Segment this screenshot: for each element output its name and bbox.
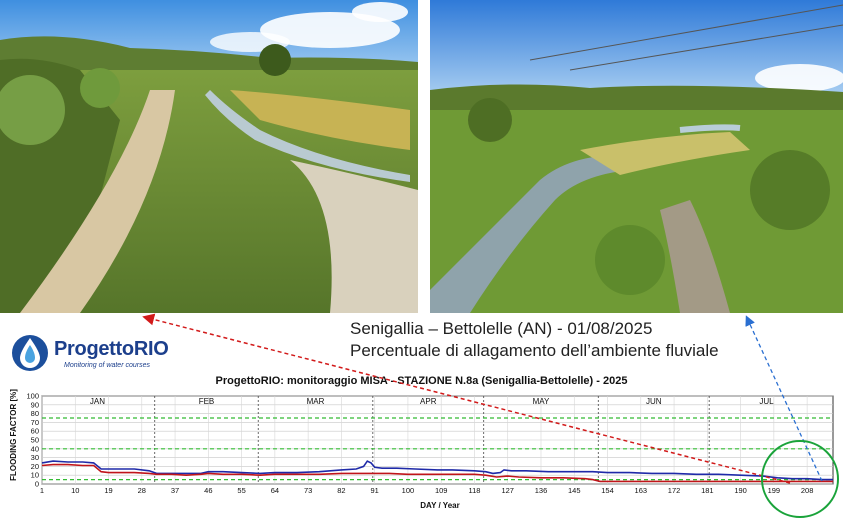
caption-description: Percentuale di allagamento dell’ambiente…: [350, 341, 719, 360]
logo-tagline: Monitoring of water courses: [64, 362, 150, 369]
y-tick-label: 40: [31, 444, 39, 453]
x-tick-label: 37: [171, 486, 179, 495]
y-tick-label: 100: [26, 392, 39, 401]
x-tick-label: 82: [337, 486, 345, 495]
y-tick-label: 70: [31, 418, 39, 427]
photo-right-flooded-riverbed: [430, 0, 843, 313]
x-tick-label: 19: [104, 486, 112, 495]
x-tick-label: 154: [601, 486, 614, 495]
x-tick-label: 190: [734, 486, 747, 495]
photo-caption: Senigallia – Bettolelle (AN) - 01/08/202…: [350, 318, 830, 362]
y-tick-label: 0: [35, 480, 39, 489]
x-tick-label: 199: [768, 486, 781, 495]
x-tick-label: 1: [40, 486, 44, 495]
x-tick-label: 163: [635, 486, 648, 495]
x-tick-label: 91: [370, 486, 378, 495]
x-tick-label: 136: [535, 486, 548, 495]
x-tick-label: 109: [435, 486, 448, 495]
logo-name: ProgettoRIO: [54, 338, 169, 360]
x-tick-label: 172: [668, 486, 681, 495]
x-tick-label: 28: [138, 486, 146, 495]
x-tick-label: 55: [237, 486, 245, 495]
x-tick-label: 208: [801, 486, 814, 495]
y-axis-label: FLOODING FACTOR [%]: [9, 389, 18, 481]
month-label: MAY: [533, 397, 550, 406]
y-tick-label: 10: [31, 471, 39, 480]
month-label: JAN: [90, 397, 105, 406]
month-label: MAR: [307, 397, 325, 406]
month-label: APR: [420, 397, 437, 406]
y-tick-label: 30: [31, 453, 39, 462]
y-tick-label: 90: [31, 400, 39, 409]
progettorio-logo: ProgettoRIO Monitoring of water courses: [10, 333, 180, 375]
y-tick-label: 80: [31, 409, 39, 418]
x-tick-label: 64: [271, 486, 279, 495]
chart-title: ProgettoRIO: monitoraggio MISA - STAZION…: [215, 375, 628, 387]
flooding-factor-chart: JAN FEB MAR APR MAY JUN JUL 010203040506070809…: [9, 389, 834, 510]
x-tick-label: 118: [468, 486, 480, 495]
x-tick-label: 145: [568, 486, 581, 495]
y-tick-label: 60: [31, 427, 39, 436]
x-tick-label: 100: [402, 486, 415, 495]
x-tick-label: 73: [304, 486, 312, 495]
photo-left-river-path: [0, 0, 418, 313]
water-drop-icon: [12, 335, 48, 371]
x-axis-label: DAY / Year: [420, 501, 459, 510]
x-tick-label: 181: [701, 486, 714, 495]
caption-location-date: Senigallia – Bettolelle (AN) - 01/08/202…: [350, 319, 653, 338]
month-label: JUL: [759, 397, 774, 406]
x-tick-label: 46: [204, 486, 212, 495]
month-label: JUN: [646, 397, 662, 406]
x-tick-label: 10: [71, 486, 79, 495]
y-tick-label: 20: [31, 462, 39, 471]
y-tick-label: 50: [31, 436, 39, 445]
x-tick-label: 127: [501, 486, 514, 495]
month-label: FEB: [199, 397, 215, 406]
